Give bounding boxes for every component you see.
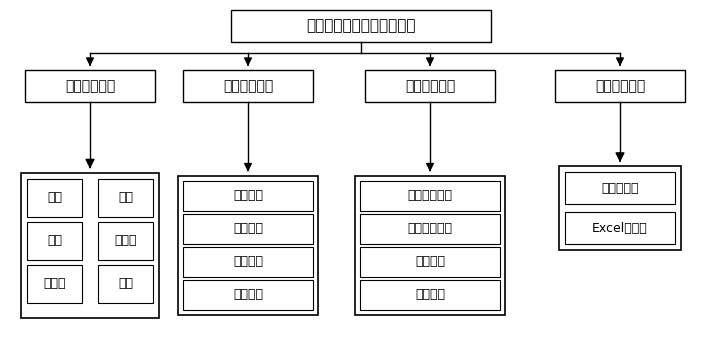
Text: 储气库: 储气库 bbox=[114, 234, 136, 247]
Text: 元件参数: 元件参数 bbox=[233, 189, 263, 202]
Text: 水、热力计算: 水、热力计算 bbox=[407, 222, 453, 235]
Bar bbox=[565, 172, 675, 204]
Bar bbox=[27, 264, 82, 302]
Text: 物性参数计算: 物性参数计算 bbox=[407, 189, 453, 202]
Text: 管线: 管线 bbox=[47, 234, 62, 247]
Bar bbox=[98, 179, 153, 216]
Text: 图形化输出: 图形化输出 bbox=[601, 182, 639, 195]
Bar bbox=[360, 246, 500, 277]
Bar bbox=[183, 181, 313, 211]
Text: 气质组分: 气质组分 bbox=[233, 255, 263, 268]
Text: 边界条件: 边界条件 bbox=[233, 222, 263, 235]
Text: 天然气管网输差计算求解器: 天然气管网输差计算求解器 bbox=[306, 18, 416, 33]
Bar bbox=[183, 246, 313, 277]
Bar bbox=[178, 175, 318, 315]
Bar bbox=[183, 279, 313, 309]
Text: 用户: 用户 bbox=[118, 191, 133, 204]
Bar bbox=[360, 279, 500, 309]
Bar bbox=[183, 70, 313, 102]
Bar bbox=[365, 70, 495, 102]
Text: 程序计算模块: 程序计算模块 bbox=[405, 79, 455, 93]
Bar bbox=[355, 175, 505, 315]
Bar bbox=[98, 264, 153, 302]
Text: 结果输出模块: 结果输出模块 bbox=[595, 79, 645, 93]
Bar bbox=[565, 212, 675, 244]
Bar bbox=[27, 179, 82, 216]
Bar bbox=[21, 173, 159, 317]
Bar bbox=[183, 214, 313, 244]
Text: 换热器: 换热器 bbox=[43, 277, 66, 290]
Bar bbox=[98, 221, 153, 260]
Bar bbox=[555, 70, 685, 102]
Bar bbox=[360, 214, 500, 244]
Bar bbox=[360, 181, 500, 211]
Text: 管网绘图模块: 管网绘图模块 bbox=[65, 79, 115, 93]
Text: 阀门: 阀门 bbox=[118, 277, 133, 290]
Bar bbox=[27, 221, 82, 260]
Text: 管存计算: 管存计算 bbox=[415, 255, 445, 268]
Bar bbox=[559, 166, 681, 250]
Bar bbox=[231, 10, 491, 42]
Text: 基础数据: 基础数据 bbox=[233, 288, 263, 301]
Text: Excel表输出: Excel表输出 bbox=[592, 221, 648, 235]
Text: 气源: 气源 bbox=[47, 191, 62, 204]
Bar bbox=[25, 70, 155, 102]
Text: 属性定义模块: 属性定义模块 bbox=[223, 79, 273, 93]
Text: 输差计算: 输差计算 bbox=[415, 288, 445, 301]
